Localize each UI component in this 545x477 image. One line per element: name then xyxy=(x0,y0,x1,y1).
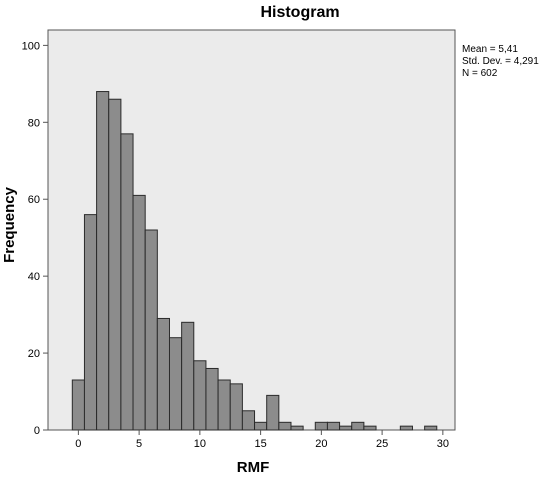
bars-group xyxy=(71,91,438,431)
histogram-bar xyxy=(144,229,158,431)
histogram-bar xyxy=(399,425,413,431)
histogram-bar xyxy=(363,425,377,431)
histogram-bar xyxy=(326,421,341,431)
histogram-bar xyxy=(108,98,122,431)
stats-box: Mean = 5,41 Std. Dev. = 4,291 N = 602 xyxy=(462,44,539,79)
stat-std-dev: Std. Dev. = 4,291 xyxy=(462,56,539,67)
x-tick-label: 25 xyxy=(376,438,388,450)
histogram-bar xyxy=(339,425,353,431)
y-tick-label: 0 xyxy=(34,425,40,437)
y-axis-label: Frequency xyxy=(1,186,18,263)
x-tick-label: 20 xyxy=(315,438,327,450)
x-axis-label: RMF xyxy=(237,459,270,476)
histogram-bar xyxy=(83,214,98,431)
x-tick-label: 10 xyxy=(194,438,206,450)
histogram-bar xyxy=(156,317,170,431)
histogram-bar xyxy=(229,383,243,431)
y-tick-label: 100 xyxy=(22,40,40,52)
y-tick-label: 80 xyxy=(28,117,40,129)
histogram-bar xyxy=(132,194,146,431)
stat-n: N = 602 xyxy=(462,68,498,79)
y-tick-label: 40 xyxy=(28,271,40,283)
x-axis: 0 5 10 15 20 25 30 xyxy=(75,430,449,450)
histogram-bar xyxy=(205,367,219,431)
y-axis: 0 20 40 60 80 100 xyxy=(22,40,48,437)
x-tick-label: 5 xyxy=(136,438,142,450)
chart-title: Histogram xyxy=(260,4,339,21)
histogram-bar xyxy=(193,360,207,431)
histogram-bar xyxy=(290,425,304,431)
x-tick-label: 0 xyxy=(75,438,81,450)
histogram-bar xyxy=(96,91,110,431)
x-tick-label: 30 xyxy=(437,438,449,450)
stat-mean: Mean = 5,41 xyxy=(462,44,518,55)
histogram-bar xyxy=(424,425,438,431)
histogram-bar xyxy=(120,133,134,431)
x-tick-label: 15 xyxy=(254,438,266,450)
histogram-bar xyxy=(241,410,256,431)
y-tick-label: 20 xyxy=(28,348,40,360)
y-tick-label: 60 xyxy=(28,194,40,206)
histogram-bar xyxy=(254,421,268,431)
histogram-bar xyxy=(217,379,231,431)
histogram-bar xyxy=(278,421,292,431)
histogram-bar xyxy=(266,394,280,431)
histogram-bar xyxy=(351,421,365,431)
histogram-bar xyxy=(181,321,195,431)
histogram-bar xyxy=(71,379,85,431)
histogram-bar xyxy=(314,421,328,431)
histogram-bar xyxy=(168,337,183,431)
